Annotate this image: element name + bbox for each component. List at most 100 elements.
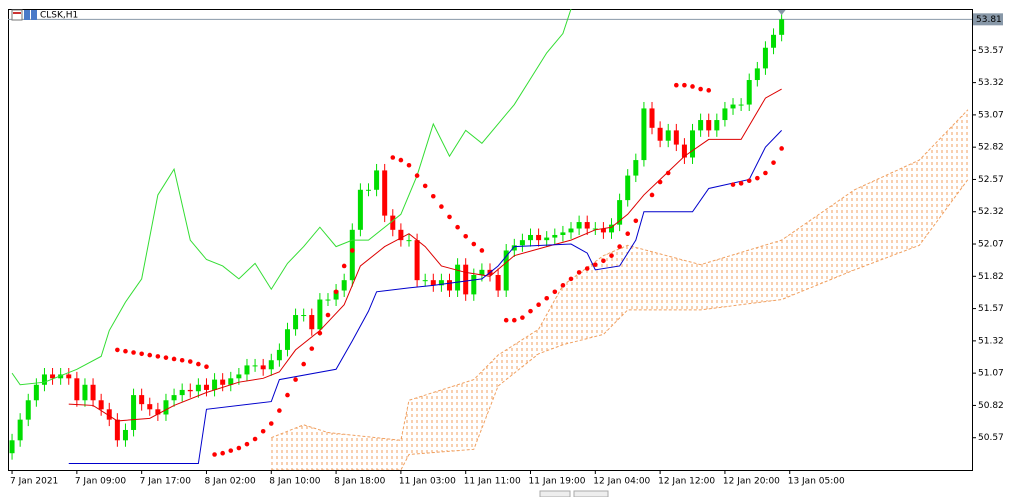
sar-dot bbox=[682, 82, 687, 88]
candle-body bbox=[649, 108, 655, 128]
candle-body bbox=[690, 130, 696, 158]
candle-body bbox=[479, 269, 485, 276]
sar-dot bbox=[528, 308, 533, 314]
candle-body bbox=[706, 120, 712, 131]
y-tick-label: 52.82 bbox=[978, 143, 1004, 153]
candle-body bbox=[560, 232, 566, 235]
sar-dot bbox=[471, 241, 477, 247]
candle-body bbox=[187, 389, 193, 392]
x-tick-label: 11 Jan 03:00 bbox=[399, 477, 456, 487]
candle-body bbox=[617, 200, 623, 225]
sar-dot bbox=[285, 392, 290, 398]
candle-body bbox=[58, 374, 64, 379]
sar-dot bbox=[601, 258, 606, 264]
sar-dot bbox=[131, 350, 136, 355]
candle-body bbox=[179, 389, 185, 396]
sar-dot bbox=[520, 315, 525, 320]
sar-dot bbox=[439, 204, 444, 209]
sar-dot bbox=[406, 162, 412, 168]
candle-body bbox=[633, 160, 639, 176]
last-bar-marker bbox=[777, 10, 786, 15]
sar-dot bbox=[755, 175, 760, 181]
candle-body bbox=[390, 215, 396, 230]
candle-body bbox=[463, 264, 469, 295]
candle-body bbox=[33, 384, 39, 401]
candle-body bbox=[325, 299, 331, 301]
candle-body bbox=[544, 237, 550, 241]
candle-body bbox=[641, 108, 647, 161]
candle-body bbox=[98, 400, 104, 410]
candle-body bbox=[357, 189, 363, 230]
sar-dot bbox=[115, 347, 120, 353]
sar-dot bbox=[536, 302, 541, 308]
indicator-line bbox=[11, 9, 572, 386]
scroll-tab[interactable] bbox=[539, 490, 571, 497]
sar-dot bbox=[236, 445, 242, 451]
candle-body bbox=[212, 379, 218, 390]
candle-body bbox=[41, 374, 47, 385]
candle-body bbox=[66, 374, 72, 379]
candle-body bbox=[455, 264, 461, 291]
sar-dot bbox=[301, 361, 306, 367]
sar-dot bbox=[212, 452, 217, 457]
candle-body bbox=[317, 299, 323, 330]
candle-body bbox=[17, 419, 23, 441]
sar-dot bbox=[430, 193, 436, 199]
candle-body bbox=[365, 189, 371, 191]
sar-dot bbox=[763, 170, 768, 176]
candle-body bbox=[139, 395, 145, 405]
sar-dot bbox=[349, 248, 355, 253]
sar-dot bbox=[309, 346, 315, 351]
candle-body bbox=[382, 170, 388, 216]
candle-body bbox=[584, 222, 590, 229]
sar-dot bbox=[568, 276, 574, 282]
candle-body bbox=[74, 378, 80, 401]
candle-body bbox=[406, 240, 412, 242]
sar-dot bbox=[204, 364, 209, 369]
candle-body bbox=[422, 280, 428, 282]
candle-body bbox=[600, 228, 606, 233]
sar-dot bbox=[163, 355, 169, 360]
sar-dot bbox=[179, 357, 185, 363]
sar-dot bbox=[268, 421, 274, 426]
sar-dot bbox=[633, 218, 639, 224]
cloud-span bbox=[271, 179, 969, 470]
candle-body bbox=[657, 127, 663, 141]
y-tick-label: 53.32 bbox=[978, 78, 1004, 88]
candle-body bbox=[309, 315, 315, 330]
indicator-line bbox=[68, 130, 782, 465]
sar-dot bbox=[779, 146, 784, 151]
candle-body bbox=[673, 130, 679, 145]
x-tick-label: 8 Jan 10:00 bbox=[269, 477, 321, 487]
sar-dot bbox=[196, 361, 201, 367]
candle-body bbox=[155, 409, 161, 415]
candle-body bbox=[414, 240, 420, 281]
candle-body bbox=[122, 429, 128, 441]
sar-dot bbox=[649, 192, 655, 198]
candle-body bbox=[106, 409, 112, 420]
candle-body bbox=[446, 280, 452, 291]
sar-dot bbox=[617, 244, 622, 249]
sar-dot bbox=[147, 352, 153, 358]
candle-body bbox=[438, 280, 444, 286]
candle-body bbox=[754, 68, 760, 81]
candle-body bbox=[681, 144, 687, 158]
sar-dot bbox=[665, 170, 671, 176]
scroll-tab[interactable] bbox=[573, 490, 609, 497]
candle-body bbox=[738, 104, 744, 106]
chart-title: CLSK,H1 bbox=[40, 11, 78, 21]
candle-body bbox=[511, 245, 517, 251]
candle-body bbox=[82, 384, 88, 401]
sar-dot bbox=[123, 348, 128, 354]
sar-dot bbox=[771, 160, 776, 165]
sar-dot bbox=[447, 214, 452, 220]
candle-body bbox=[244, 365, 250, 375]
x-tick-label: 12 Jan 20:00 bbox=[723, 477, 780, 487]
candle-body bbox=[536, 234, 542, 241]
candle-body bbox=[730, 104, 736, 109]
sar-dot bbox=[260, 428, 266, 434]
sar-dot bbox=[560, 283, 566, 288]
candle-body bbox=[171, 395, 177, 401]
